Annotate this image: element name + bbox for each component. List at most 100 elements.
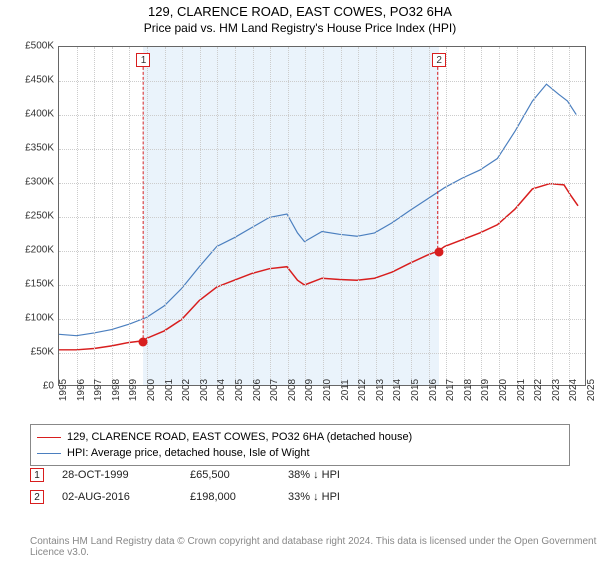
gridline-v — [464, 47, 465, 385]
transaction-table: 1 28-OCT-1999 £65,500 38% ↓ HPI 2 02-AUG-2016… — [30, 464, 378, 508]
legend-label-property: 129, CLARENCE ROAD, EAST COWES, PO32 6HA… — [67, 431, 412, 443]
license-text: Contains HM Land Registry data © Crown c… — [30, 536, 600, 558]
x-axis-label: 2008 — [287, 379, 298, 401]
x-axis-label: 2019 — [480, 379, 491, 401]
x-axis-label: 2012 — [357, 379, 368, 401]
transaction-row: 2 02-AUG-2016 £198,000 33% ↓ HPI — [30, 486, 378, 508]
gridline-v — [253, 47, 254, 385]
x-axis-label: 1997 — [93, 379, 104, 401]
gridline-h — [59, 149, 585, 150]
x-axis-label: 2013 — [375, 379, 386, 401]
series-line-property — [59, 184, 578, 350]
x-axis-label: 2024 — [568, 379, 579, 401]
gridline-v — [217, 47, 218, 385]
gridline-h — [59, 217, 585, 218]
gridline-h — [59, 183, 585, 184]
transaction-price: £65,500 — [190, 469, 270, 481]
chart-area: 12 £0£50K£100K£150K£200K£250K£300K£350K£… — [10, 46, 590, 416]
gridline-v — [235, 47, 236, 385]
y-axis-label: £400K — [10, 109, 54, 120]
transaction-row-badge: 2 — [30, 490, 44, 504]
x-axis-label: 2001 — [164, 379, 175, 401]
transaction-badge: 1 — [136, 53, 150, 67]
gridline-v — [446, 47, 447, 385]
transaction-diff: 33% ↓ HPI — [288, 491, 378, 503]
x-axis-label: 2011 — [340, 379, 351, 401]
y-axis-label: £100K — [10, 313, 54, 324]
y-axis-label: £350K — [10, 143, 54, 154]
y-axis-label: £500K — [10, 41, 54, 52]
gridline-h — [59, 319, 585, 320]
gridline-v — [147, 47, 148, 385]
x-axis-label: 2007 — [269, 379, 280, 401]
gridline-v — [481, 47, 482, 385]
gridline-h — [59, 353, 585, 354]
transaction-marker — [435, 248, 444, 257]
chart-title: 129, CLARENCE ROAD, EAST COWES, PO32 6HA — [0, 4, 600, 19]
x-axis-label: 1996 — [76, 379, 87, 401]
legend-row: HPI: Average price, detached house, Isle… — [37, 445, 563, 461]
gridline-v — [499, 47, 500, 385]
x-axis-label: 2021 — [516, 379, 527, 401]
x-axis-label: 2017 — [445, 379, 456, 401]
x-axis-label: 2022 — [533, 379, 544, 401]
page-root: 129, CLARENCE ROAD, EAST COWES, PO32 6HA… — [0, 4, 600, 564]
gridline-h — [59, 285, 585, 286]
legend-row: 129, CLARENCE ROAD, EAST COWES, PO32 6HA… — [37, 429, 563, 445]
series-svg — [59, 47, 585, 385]
x-axis-label: 2005 — [234, 379, 245, 401]
gridline-v — [517, 47, 518, 385]
gridline-v — [552, 47, 553, 385]
x-axis-label: 2000 — [146, 379, 157, 401]
chart-subtitle: Price paid vs. HM Land Registry's House … — [0, 21, 600, 35]
gridline-v — [270, 47, 271, 385]
x-axis-label: 2010 — [322, 379, 333, 401]
y-axis-label: £200K — [10, 245, 54, 256]
gridline-v — [288, 47, 289, 385]
gridline-v — [376, 47, 377, 385]
y-axis-label: £300K — [10, 177, 54, 188]
gridline-v — [200, 47, 201, 385]
gridline-v — [129, 47, 130, 385]
transaction-row-badge: 1 — [30, 468, 44, 482]
gridline-v — [429, 47, 430, 385]
transaction-date: 02-AUG-2016 — [62, 491, 172, 503]
gridline-v — [341, 47, 342, 385]
legend-swatch-hpi — [37, 453, 61, 454]
gridline-h — [59, 81, 585, 82]
x-axis-label: 2025 — [586, 379, 597, 401]
transaction-price: £198,000 — [190, 491, 270, 503]
x-axis-label: 2018 — [463, 379, 474, 401]
x-axis-label: 2014 — [392, 379, 403, 401]
y-axis-label: £150K — [10, 279, 54, 290]
x-axis-label: 2002 — [181, 379, 192, 401]
gridline-v — [393, 47, 394, 385]
transaction-marker — [139, 338, 148, 347]
gridline-v — [534, 47, 535, 385]
x-axis-label: 2006 — [252, 379, 263, 401]
x-axis-label: 1999 — [128, 379, 139, 401]
legend-swatch-property — [37, 437, 61, 438]
x-axis-label: 1998 — [111, 379, 122, 401]
plot-area: 12 — [58, 46, 586, 386]
transaction-date: 28-OCT-1999 — [62, 469, 172, 481]
x-axis-label: 1995 — [58, 379, 69, 401]
gridline-h — [59, 251, 585, 252]
x-axis-label: 2023 — [551, 379, 562, 401]
transaction-badge: 2 — [432, 53, 446, 67]
gridline-v — [77, 47, 78, 385]
transaction-row: 1 28-OCT-1999 £65,500 38% ↓ HPI — [30, 464, 378, 486]
y-axis-label: £450K — [10, 75, 54, 86]
x-axis-label: 2003 — [199, 379, 210, 401]
x-axis-label: 2015 — [410, 379, 421, 401]
gridline-h — [59, 115, 585, 116]
y-axis-label: £250K — [10, 211, 54, 222]
legend-label-hpi: HPI: Average price, detached house, Isle… — [67, 447, 310, 459]
gridline-v — [569, 47, 570, 385]
y-axis-label: £50K — [10, 347, 54, 358]
transaction-diff: 38% ↓ HPI — [288, 469, 378, 481]
gridline-v — [182, 47, 183, 385]
gridline-v — [323, 47, 324, 385]
x-axis-label: 2004 — [216, 379, 227, 401]
legend-box: 129, CLARENCE ROAD, EAST COWES, PO32 6HA… — [30, 424, 570, 466]
